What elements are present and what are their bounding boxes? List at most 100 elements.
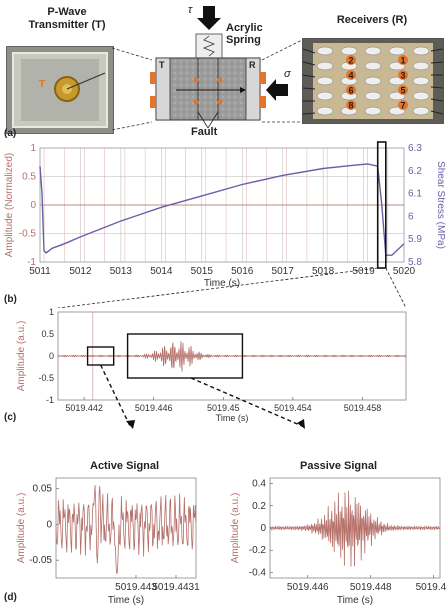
receiver-number: 8 xyxy=(348,101,353,111)
receiver-dot xyxy=(346,55,356,65)
receivers-title: Receivers (R) xyxy=(336,14,408,26)
plot-frame xyxy=(55,477,197,579)
passive-signal-box xyxy=(126,333,244,379)
x-axis-label: Time (s) xyxy=(108,595,144,606)
passive-arrowhead-icon xyxy=(297,419,305,429)
panel-label-d: (d) xyxy=(4,592,17,603)
x-tick-label: 5019.45 xyxy=(207,403,240,413)
transmitter-title: P-Wave Transmitter (T) xyxy=(22,6,112,32)
x-axis-label: Time (s) xyxy=(337,595,373,606)
x-axis-label: Time (s) xyxy=(204,278,240,289)
y-tick-label: 0.2 xyxy=(252,501,266,512)
active-arrowhead-icon xyxy=(126,420,135,429)
receiver-slot xyxy=(364,106,382,116)
signal-series xyxy=(55,485,197,574)
y-tick-label: 1 xyxy=(49,308,54,317)
receiver-slot xyxy=(412,91,430,101)
receiver-cable xyxy=(303,87,316,90)
x-tick-label: 5019.454 xyxy=(274,403,312,413)
x-tick-label: 5019.45 xyxy=(416,582,447,593)
receiver-slot xyxy=(412,106,430,116)
y-tick-label: -0.05 xyxy=(29,555,52,566)
x-tick-label: 5013 xyxy=(110,266,133,277)
y-tick-label: 1 xyxy=(30,143,36,154)
x-tick-label: 5019.446 xyxy=(287,582,329,593)
zoomed-waveform-chart: 5019.442 5019.446 5019.45 5019.454 5019.458 1… xyxy=(16,308,407,429)
y2-tick-label: 6 xyxy=(408,211,414,222)
y-tick-label: 0 xyxy=(49,351,54,361)
fault-label: Fault xyxy=(191,126,218,138)
receiver-number: 6 xyxy=(348,86,353,96)
active-arrow xyxy=(99,364,131,427)
y-tick-label: -0.2 xyxy=(249,545,267,556)
x-tick-label: 5019.442 xyxy=(65,403,103,413)
x-tick-label: 5019.458 xyxy=(344,403,382,413)
y-tick-label: 0 xyxy=(260,523,266,534)
receiver-dot xyxy=(398,85,408,95)
y-axis-label: Amplitude (a.u.) xyxy=(16,321,27,392)
receiver-number: 1 xyxy=(400,56,405,66)
y-tick-label: 0.5 xyxy=(41,329,54,339)
receiver-cable xyxy=(430,61,443,64)
x-tick-label: 5012 xyxy=(69,266,92,277)
x-tick-label: 5014 xyxy=(150,266,173,277)
transmitter-photo-drawing xyxy=(7,47,113,133)
receiver-cable xyxy=(303,74,316,78)
receiver-slot xyxy=(316,46,334,56)
receiver-number: 7 xyxy=(400,101,405,111)
receiver-dot xyxy=(398,100,408,110)
tau-arrow-icon xyxy=(197,6,221,30)
receiver-number: 4 xyxy=(348,71,353,81)
receiver-dot xyxy=(346,100,356,110)
y-tick-label: 0.05 xyxy=(33,484,53,495)
receiver-slot xyxy=(364,61,382,71)
receiver-slot xyxy=(364,76,382,86)
receiver-slot xyxy=(412,46,430,56)
x-axis-label: Time (s) xyxy=(216,413,249,423)
receiver-cable xyxy=(430,86,443,89)
x-tick-label: 5020 xyxy=(393,266,416,277)
block-r-label: R xyxy=(249,60,256,70)
transmitter-title-line-1: P-Wave xyxy=(47,6,87,18)
y-tick-label: -1 xyxy=(27,257,36,268)
x-tick-label: 5018 xyxy=(312,266,335,277)
y-tick-label: -1 xyxy=(46,395,54,405)
passive-signal-title: Passive Signal xyxy=(300,460,378,472)
receiver-slot xyxy=(364,46,382,56)
y2-tick-label: 5.9 xyxy=(408,234,422,245)
x-tick-label: 5019.448 xyxy=(350,582,392,593)
block-t-label: T xyxy=(159,60,165,70)
y2-tick-label: 5.8 xyxy=(408,257,422,268)
x-tick-label: 5011 xyxy=(29,266,51,277)
y-tick-label: 0.4 xyxy=(252,479,266,490)
receiver-cable xyxy=(303,48,316,54)
y-tick-label: -0.5 xyxy=(38,373,54,383)
receivers-photo: 2 1 4 3 6 5 8 7 xyxy=(302,38,444,124)
transmitter-title-line-2: Transmitter (T) xyxy=(28,19,106,31)
acrylic-spring-label: Acrylic Spring xyxy=(226,22,263,46)
y2-axis-label: Shear Stress (MPa) xyxy=(435,161,446,249)
receiver-slot xyxy=(316,91,334,101)
zoom-window-box xyxy=(376,141,387,269)
y2-tick-label: 6.1 xyxy=(408,189,422,200)
transmitter-photo: T xyxy=(6,46,114,134)
shear-stress-series xyxy=(39,163,405,256)
y2-tick-label: 6.3 xyxy=(408,143,422,154)
y-tick-label: 0 xyxy=(30,200,36,211)
receiver-number: 3 xyxy=(400,71,405,81)
y-tick-label: -0.4 xyxy=(249,567,267,578)
y-tick-label: 0.5 xyxy=(22,172,36,183)
zoom-connector-left xyxy=(57,267,378,308)
receiver-dot xyxy=(398,70,408,80)
spring-icon xyxy=(202,35,216,57)
receiver-number: 2 xyxy=(348,56,353,66)
receiver-dot xyxy=(346,85,356,95)
receivers-photo-drawing: 2 1 4 3 6 5 8 7 xyxy=(303,39,443,123)
y-axis-label: Amplitude (a.u.) xyxy=(230,493,241,564)
transmitter-mark: T xyxy=(39,79,46,90)
receiver-slot xyxy=(316,61,334,71)
sigma-label: σ xyxy=(284,68,291,80)
sigma-arrow-icon xyxy=(266,79,288,101)
receiver-cable xyxy=(430,48,443,52)
